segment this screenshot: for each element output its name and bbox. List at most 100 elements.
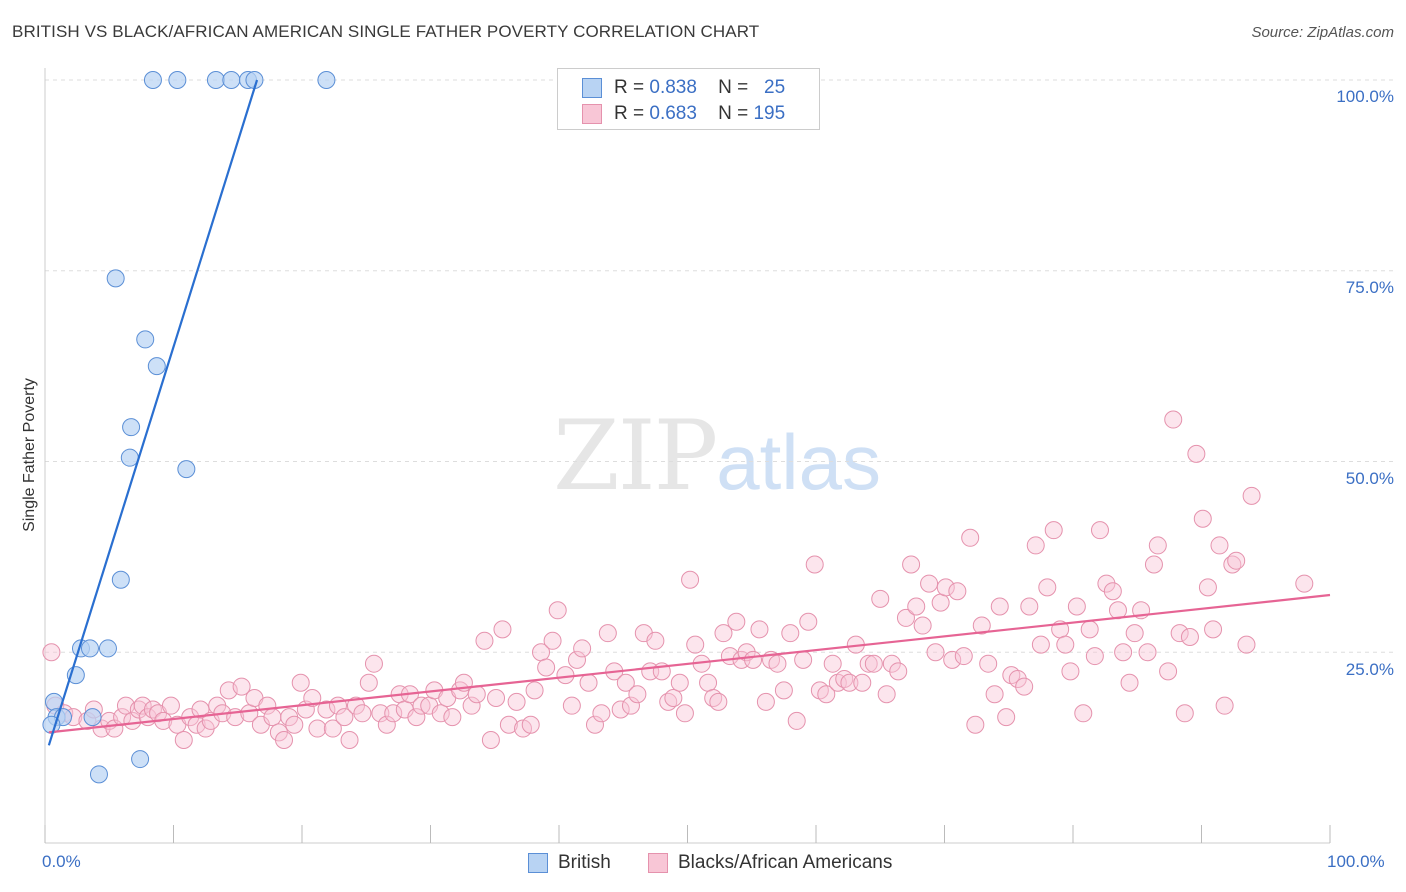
black-point (926, 643, 945, 662)
black-point (859, 654, 878, 673)
black-point (323, 719, 342, 738)
black-point (407, 708, 426, 727)
black-point (1085, 647, 1104, 666)
black-point (1103, 582, 1122, 601)
black-point (1148, 536, 1167, 555)
black-point (1187, 444, 1206, 463)
black-point (972, 616, 991, 635)
black-point (412, 696, 431, 715)
black-point (1198, 578, 1217, 597)
british-points-group (42, 71, 336, 784)
black-point (877, 685, 896, 704)
black-point (431, 704, 450, 723)
black-point (377, 715, 396, 734)
black-point (525, 681, 544, 700)
black-point (232, 677, 251, 696)
black-point (1144, 555, 1163, 574)
stats-box: R = 0.838 N = 25 R = 0.683 N = 195 (557, 68, 820, 130)
black-point (573, 639, 592, 658)
black-point (371, 704, 390, 723)
y-axis-label: Single Father Poverty (21, 378, 38, 532)
black-point (191, 700, 210, 719)
black-point (681, 570, 700, 589)
british-point (83, 708, 102, 727)
black-point (990, 597, 1009, 616)
black-point (592, 704, 611, 723)
black-point (42, 643, 61, 662)
black-point (562, 696, 581, 715)
chart-title: BRITISH VS BLACK/AFRICAN AMERICAN SINGLE… (12, 22, 760, 41)
black-n-label: N = (718, 103, 749, 124)
black-point (686, 635, 705, 654)
black-point (902, 555, 921, 574)
black-point (664, 689, 683, 708)
black-point (346, 696, 365, 715)
british-n-value: 25 (764, 77, 786, 98)
black-point (579, 673, 598, 692)
black-point (714, 624, 733, 643)
black-point (774, 681, 793, 700)
black-point (467, 685, 486, 704)
black-point (335, 708, 354, 727)
black-point (487, 689, 506, 708)
black-point (1015, 677, 1034, 696)
black-point (340, 730, 359, 749)
black-trend-line (48, 593, 1331, 734)
black-r-label: R = (614, 103, 645, 124)
black-point (611, 700, 630, 719)
black-point (948, 582, 967, 601)
y-tick-label-50: 50.0% (1345, 469, 1394, 488)
black-point (499, 715, 518, 734)
black-point (543, 631, 562, 650)
legend-item-black[interactable]: Blacks/African Americans (648, 852, 892, 874)
black-point (840, 673, 859, 692)
british-r-value: 0.838 (649, 77, 697, 98)
black-point (1074, 704, 1093, 723)
black-point (1180, 627, 1199, 646)
british-point (136, 330, 155, 349)
british-point (120, 448, 139, 467)
black-point (1008, 669, 1027, 688)
axes (44, 68, 1331, 844)
black-point (871, 589, 890, 608)
black-point (353, 704, 372, 723)
black-point (931, 593, 950, 612)
black-point (1114, 643, 1133, 662)
british-point (106, 269, 125, 288)
black-point (1159, 662, 1178, 681)
black-swatch (582, 104, 602, 124)
black-point (598, 624, 617, 643)
black-r-value: 0.683 (649, 103, 697, 124)
black-point (585, 715, 604, 734)
black-point (750, 620, 769, 639)
british-point (143, 71, 162, 89)
black-point (1067, 597, 1086, 616)
black-point (913, 616, 932, 635)
black-point (966, 715, 985, 734)
black-point (727, 612, 746, 631)
black-point (1295, 574, 1314, 593)
black-point (768, 654, 787, 673)
british-point (317, 71, 336, 89)
black-point (1210, 536, 1229, 555)
x-axis-min-label: 0.0% (42, 852, 81, 871)
british-point (206, 71, 225, 89)
black-point (889, 662, 908, 681)
black-point (997, 708, 1016, 727)
black-point (961, 528, 980, 547)
black-point (699, 673, 718, 692)
british-point (177, 460, 196, 479)
black-point (1061, 662, 1080, 681)
legend-item-british[interactable]: British (528, 852, 611, 874)
black-point (1020, 597, 1039, 616)
black-point (817, 685, 836, 704)
black-point (744, 650, 763, 669)
british-point (222, 71, 241, 89)
black-point (882, 654, 901, 673)
black-point (548, 601, 567, 620)
black-point (943, 650, 962, 669)
black-point (263, 708, 282, 727)
black-point (1120, 673, 1139, 692)
black-point (285, 715, 304, 734)
